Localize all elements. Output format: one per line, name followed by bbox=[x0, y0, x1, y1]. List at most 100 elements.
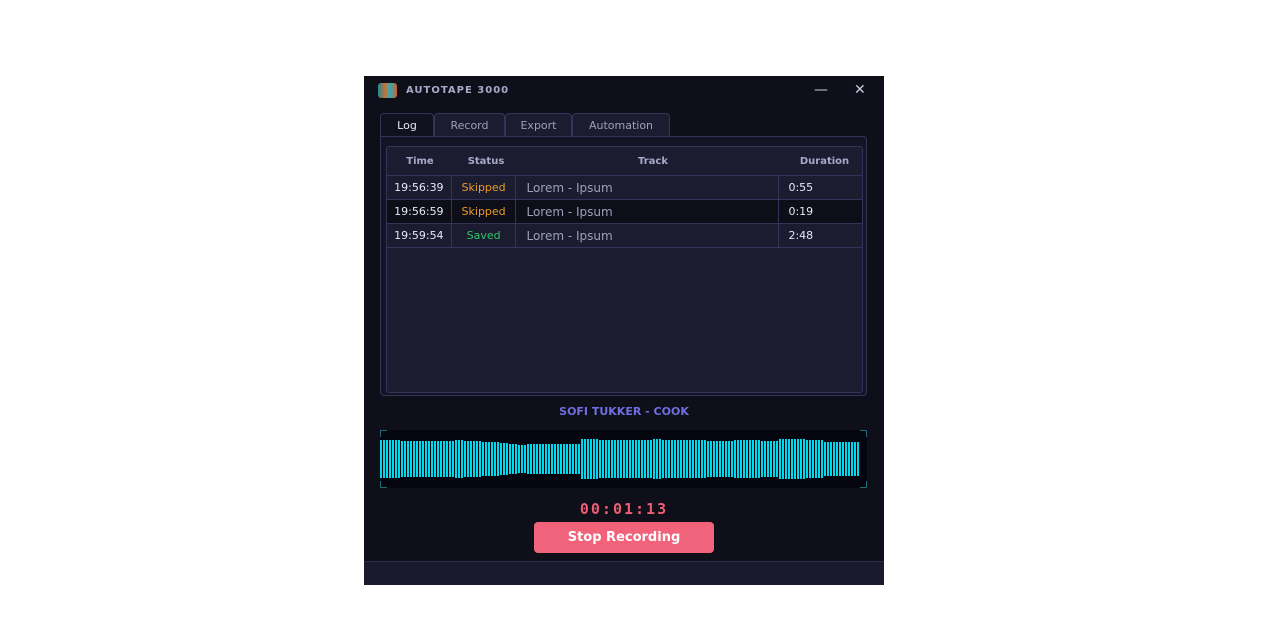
waveform-bar bbox=[827, 442, 829, 476]
waveform-bar bbox=[662, 440, 664, 478]
tab-automation[interactable]: Automation bbox=[572, 113, 670, 136]
waveform-bar bbox=[713, 441, 715, 477]
waveform-bar bbox=[641, 440, 643, 478]
waveform-bar bbox=[470, 441, 472, 477]
table-row[interactable]: 19:56:59 Skipped Lorem - Ipsum 0:19 bbox=[387, 200, 862, 224]
waveform-bar bbox=[434, 441, 436, 477]
waveform-bar bbox=[452, 441, 454, 477]
waveform-bar bbox=[488, 442, 490, 476]
waveform-bar bbox=[605, 440, 607, 478]
waveform-bar bbox=[689, 440, 691, 478]
waveform-bar bbox=[446, 441, 448, 477]
waveform-bar bbox=[608, 440, 610, 478]
waveform-bar bbox=[467, 441, 469, 477]
waveform-bar bbox=[776, 441, 778, 477]
waveform-bar bbox=[563, 444, 565, 474]
waveform-bar bbox=[812, 440, 814, 478]
waveform-bar bbox=[422, 441, 424, 477]
waveform-bar bbox=[392, 440, 394, 478]
waveform-bar bbox=[437, 441, 439, 477]
waveform-bar bbox=[731, 441, 733, 477]
waveform-bar bbox=[473, 441, 475, 477]
time-cell: 19:59:54 bbox=[387, 224, 452, 247]
waveform-bar bbox=[725, 441, 727, 477]
waveform-bar bbox=[668, 440, 670, 478]
waveform-bar bbox=[644, 440, 646, 478]
waveform-bar bbox=[500, 443, 502, 475]
waveform-bar bbox=[659, 439, 661, 479]
waveform-bar bbox=[782, 439, 784, 479]
waveform-bar bbox=[854, 442, 856, 476]
tab-log[interactable]: Log bbox=[380, 113, 434, 136]
waveform-bar bbox=[410, 441, 412, 477]
status-bar bbox=[364, 561, 884, 585]
stop-recording-button[interactable]: Stop Recording bbox=[534, 522, 714, 553]
tab-export[interactable]: Export bbox=[505, 113, 572, 136]
waveform-bar bbox=[629, 440, 631, 478]
waveform-bar bbox=[509, 444, 511, 474]
waveform-bar bbox=[698, 440, 700, 478]
waveform-bar bbox=[458, 440, 460, 478]
waveform-bar bbox=[671, 440, 673, 478]
col-track[interactable]: Track bbox=[638, 156, 668, 167]
waveform-bar bbox=[521, 445, 523, 473]
time-cell: 19:56:59 bbox=[387, 200, 452, 223]
waveform-bar bbox=[755, 440, 757, 478]
waveform-bar bbox=[572, 444, 574, 474]
tab-record[interactable]: Record bbox=[434, 113, 505, 136]
waveform-bar bbox=[626, 440, 628, 478]
waveform-bar bbox=[527, 444, 529, 474]
col-status[interactable]: Status bbox=[467, 156, 505, 167]
minimize-icon[interactable]: — bbox=[814, 82, 828, 98]
track-cell: Lorem - Ipsum bbox=[516, 224, 780, 247]
waveform-bar bbox=[620, 440, 622, 478]
waveform-bar bbox=[383, 440, 385, 478]
col-duration[interactable]: Duration bbox=[799, 156, 850, 167]
waveform-bar bbox=[497, 442, 499, 476]
waveform-bar bbox=[674, 440, 676, 478]
waveform-bar bbox=[767, 441, 769, 477]
waveform-bar bbox=[464, 441, 466, 477]
waveform-bar bbox=[461, 440, 463, 478]
waveform-bar bbox=[815, 440, 817, 478]
waveform-bar bbox=[593, 439, 595, 479]
waveform-bar bbox=[602, 440, 604, 478]
duration-cell: 0:55 bbox=[788, 181, 814, 194]
waveform-bar bbox=[479, 441, 481, 477]
waveform-bar bbox=[842, 442, 844, 476]
waveform-bar bbox=[665, 440, 667, 478]
waveform-bar bbox=[677, 440, 679, 478]
table-row[interactable]: 19:56:39 Skipped Lorem - Ipsum 0:55 bbox=[387, 176, 862, 200]
waveform-bar bbox=[683, 440, 685, 478]
waveform-bar bbox=[542, 444, 544, 474]
waveform-bar bbox=[764, 441, 766, 477]
waveform-bar bbox=[839, 442, 841, 476]
waveform-bar bbox=[692, 440, 694, 478]
waveform-bar bbox=[560, 444, 562, 474]
duration-cell: 0:19 bbox=[788, 205, 814, 218]
table-row[interactable]: 19:59:54 Saved Lorem - Ipsum 2:48 bbox=[387, 224, 862, 248]
waveform-bar bbox=[791, 439, 793, 479]
waveform-bar bbox=[545, 444, 547, 474]
waveform-bar bbox=[431, 441, 433, 477]
waveform-bar bbox=[428, 441, 430, 477]
waveform-bar bbox=[536, 444, 538, 474]
waveform-bar bbox=[773, 441, 775, 477]
waveform-bar bbox=[401, 441, 403, 477]
waveform-bar bbox=[770, 441, 772, 477]
waveform-bar bbox=[800, 439, 802, 479]
waveform-bar bbox=[614, 440, 616, 478]
col-time[interactable]: Time bbox=[406, 156, 434, 167]
track-cell: Lorem - Ipsum bbox=[516, 200, 780, 223]
waveform-bar bbox=[530, 444, 532, 474]
waveform-bar bbox=[794, 439, 796, 479]
close-icon[interactable]: ✕ bbox=[854, 82, 866, 98]
waveform-bar bbox=[386, 440, 388, 478]
waveform-bar bbox=[539, 444, 541, 474]
now-playing: SOFI TUKKER - COOK bbox=[559, 405, 689, 418]
waveform-bar bbox=[821, 440, 823, 478]
waveform-bar bbox=[653, 439, 655, 479]
waveform-bar bbox=[680, 440, 682, 478]
title-bar[interactable]: AUTOTAPE 3000 — ✕ bbox=[364, 76, 884, 108]
waveform-bar bbox=[449, 441, 451, 477]
